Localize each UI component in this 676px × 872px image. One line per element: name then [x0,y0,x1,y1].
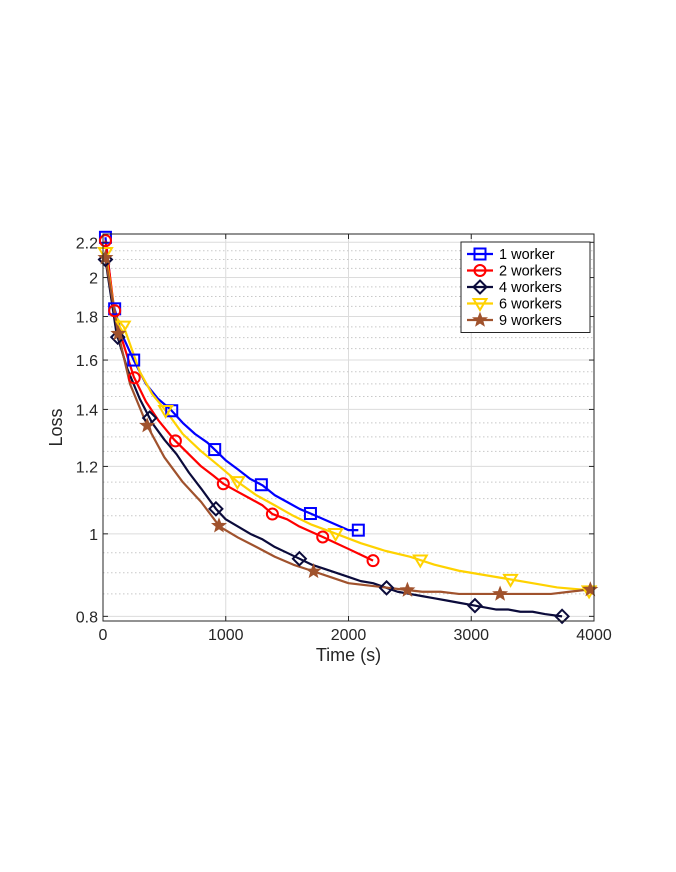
series-marker-1-worker [303,507,317,521]
y-tick-label: 1 [89,527,98,544]
series-marker-4-workers [554,608,570,625]
legend-swatch-marker [472,311,488,327]
legend-label: 4 workers [499,280,562,296]
y-tick-label: 1.8 [76,310,98,327]
legend-swatch-marker [472,279,488,295]
series-marker-9-workers [211,517,227,533]
series-marker-6-workers [229,476,246,491]
series-marker-2-workers [216,477,230,491]
y-tick-label: 2 [89,271,98,288]
series-marker-6-workers [502,573,519,588]
y-tick-label: 1.4 [76,402,98,419]
series-marker-4-workers [109,329,126,346]
series-marker-6-workers [327,528,344,543]
series-marker-2-workers [108,304,122,318]
series-marker-6-workers [412,554,429,569]
legend-swatch-marker [473,247,487,261]
series-marker-4-workers [208,500,224,517]
series-marker-4-workers [378,579,395,596]
series-marker-9-workers [492,585,509,601]
axis-ticks: 0 1000 2000 3000 4000 0.8 1 1.2 1.4 1.6 1.8 2 2.2 [76,234,612,644]
series-marker-2-workers [127,371,141,385]
series-marker-6-workers [157,404,174,420]
y-tick-label: 0.8 [76,609,98,626]
series-marker-2-workers [265,507,279,521]
y-axis-label: Loss [46,408,66,446]
series-marker-1-worker [351,523,365,537]
legend-label: 1 worker [499,247,555,263]
x-tick-label: 1000 [208,627,244,644]
series-markers [97,230,599,625]
series-marker-1-worker [208,443,222,457]
series-marker-9-workers [582,581,599,597]
y-tick-label: 2.2 [76,235,98,252]
series-marker-1-worker [127,353,141,367]
x-axis-label: Time (s) [316,645,381,665]
series-marker-2-workers [168,434,182,448]
x-tick-label: 2000 [331,627,367,644]
series-marker-9-workers [399,581,416,597]
series-marker-2-workers [98,234,112,248]
legend-swatch-marker [473,264,487,277]
series-marker-9-workers [139,417,156,433]
series-marker-9-workers [110,325,127,341]
series-line-9-workers [104,257,594,596]
series-marker-9-workers [305,562,322,579]
y-tick-label: 1.2 [76,459,98,476]
x-tick-label: 4000 [576,627,612,644]
legend-label: 2 workers [499,264,562,280]
legend-label: 9 workers [499,313,562,329]
series-marker-6-workers [115,320,132,335]
series-marker-6-workers [97,246,114,262]
series-marker-4-workers [467,597,483,614]
series-marker-4-workers [291,550,308,567]
series-marker-2-workers [316,530,330,544]
series-marker-2-workers [366,554,380,568]
legend-swatch-marker [471,297,489,312]
series-line-6-workers [104,252,595,593]
x-tick-label: 3000 [453,627,489,644]
series-marker-1-worker [254,478,268,492]
y-tick-label: 1.6 [76,353,98,370]
x-tick-label: 0 [99,627,108,644]
series-marker-9-workers [97,249,114,265]
legend-label: 6 workers [499,297,562,313]
